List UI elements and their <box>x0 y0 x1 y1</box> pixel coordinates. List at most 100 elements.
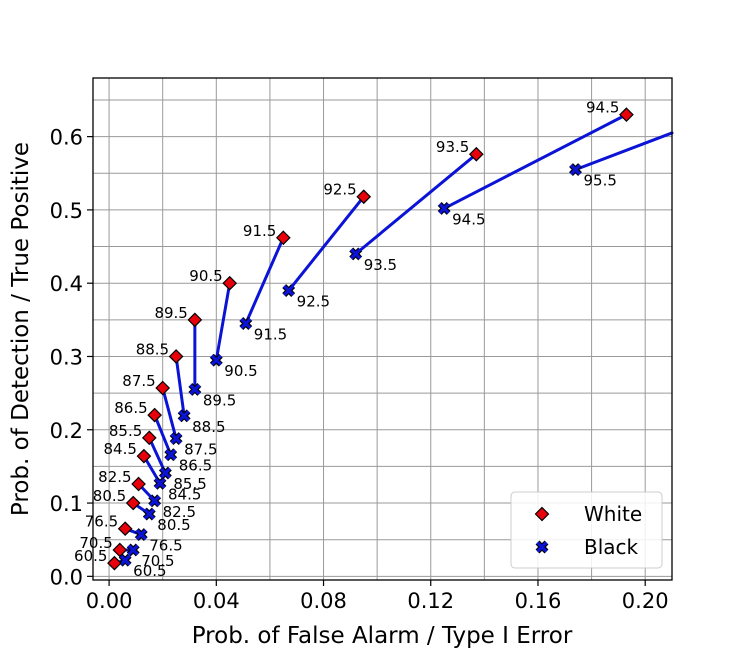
legend: White Black <box>510 491 663 569</box>
connector-line-92.5 <box>287 195 366 293</box>
connector-line-93.5 <box>354 152 478 256</box>
black-point-label-89.5: 89.5 <box>203 391 236 409</box>
black-point-label-91.5: 91.5 <box>254 326 287 344</box>
black-marker-80.5 <box>142 507 156 521</box>
white-marker-94.5 <box>619 107 634 122</box>
legend-label-black: Black <box>584 535 639 559</box>
legend-marker-black <box>535 540 549 554</box>
white-marker-60.5 <box>107 555 122 571</box>
white-marker-90.5 <box>222 275 238 291</box>
black-marker-91.5 <box>239 317 253 330</box>
y-tick-label-0: 0.0 <box>50 565 83 589</box>
black-point-label-95.5: 95.5 <box>584 172 617 190</box>
black-point-label-76.5: 76.5 <box>149 537 182 555</box>
y-tick-label-3: 0.3 <box>50 345 83 369</box>
black-point-label-70.5: 70.5 <box>141 552 174 570</box>
white-marker-93.5 <box>468 146 484 162</box>
white-point-label-92.5: 92.5 <box>323 181 356 199</box>
white-marker-85.5 <box>141 430 157 446</box>
white-marker-91.5 <box>275 230 291 246</box>
white-point-label-70.5: 70.5 <box>79 534 112 552</box>
black-marker-86.5 <box>164 448 178 462</box>
white-point-label-94.5: 94.5 <box>586 99 619 117</box>
data-markers <box>107 107 634 571</box>
y-axis-label: Prob. of Detection / True Positive <box>8 142 34 516</box>
x-axis-label: Prob. of False Alarm / Type I Error <box>192 623 573 649</box>
white-marker-76.5 <box>117 521 133 537</box>
y-tick-label-1: 0.1 <box>50 492 83 516</box>
grid <box>93 78 672 580</box>
white-point-label-90.5: 90.5 <box>189 267 222 285</box>
black-point-label-86.5: 86.5 <box>179 457 212 475</box>
white-marker-84.5 <box>136 448 152 464</box>
white-point-label-76.5: 76.5 <box>85 513 118 531</box>
x-tick-label-1: 0.04 <box>193 589 240 613</box>
x-tick-label-4: 0.16 <box>515 589 562 613</box>
legend-marker-white <box>534 506 550 522</box>
connector-line-90.5 <box>214 281 232 362</box>
x-tick-label-5: 0.20 <box>622 589 669 613</box>
black-point-label-94.5: 94.5 <box>452 210 485 228</box>
connector-line-extension <box>574 131 674 172</box>
white-point-label-86.5: 86.5 <box>114 399 147 417</box>
black-marker-60.5 <box>118 553 132 567</box>
white-point-label-89.5: 89.5 <box>154 304 187 322</box>
black-marker-90.5 <box>209 353 223 367</box>
white-point-label-84.5: 84.5 <box>104 440 137 458</box>
x-tick-label-0: 0.00 <box>86 589 133 613</box>
connector-line-88.5 <box>174 354 186 418</box>
legend-box <box>510 491 663 569</box>
black-marker-82.5 <box>148 494 162 508</box>
black-marker-76.5 <box>134 528 148 542</box>
y-tick-label-2: 0.2 <box>50 419 83 443</box>
plot-frame <box>92 77 673 581</box>
y-tick-label-4: 0.4 <box>50 272 83 296</box>
white-point-label-82.5: 82.5 <box>98 468 131 486</box>
connector-line-94.5 <box>442 113 628 210</box>
connector-line-86.5 <box>153 413 173 457</box>
black-point-label-90.5: 90.5 <box>224 362 257 380</box>
black-point-label-60.5: 60.5 <box>133 562 166 580</box>
white-marker-80.5 <box>125 495 141 511</box>
black-marker-88.5 <box>177 409 191 423</box>
black-marker-87.5 <box>169 432 183 446</box>
black-point-label-84.5: 84.5 <box>168 485 201 503</box>
black-point-label-92.5: 92.5 <box>297 293 330 311</box>
legend-label-white: White <box>584 502 642 526</box>
black-marker-70.5 <box>126 543 140 557</box>
white-point-label-93.5: 93.5 <box>436 138 469 156</box>
black-marker-85.5 <box>158 466 172 480</box>
white-marker-92.5 <box>356 189 372 205</box>
white-point-label-85.5: 85.5 <box>109 422 142 440</box>
black-point-label-93.5: 93.5 <box>364 256 397 274</box>
white-marker-82.5 <box>131 476 146 492</box>
black-marker-94.5 <box>437 202 451 215</box>
black-point-label-80.5: 80.5 <box>157 516 190 534</box>
y-tick-label-6: 0.6 <box>50 126 83 150</box>
white-marker-88.5 <box>168 349 184 364</box>
white-marker-70.5 <box>112 542 128 558</box>
axis-ticks: 0.00 0.04 0.08 0.12 0.16 0.20 0.0 0.1 0.2 0.3 0.4 0… <box>50 126 669 613</box>
black-marker-95.5 <box>569 163 582 177</box>
white-point-label-91.5: 91.5 <box>243 222 276 240</box>
point-labels: 60.570.576.580.582.584.585.586.587.588.5… <box>74 99 619 581</box>
white-marker-87.5 <box>155 380 171 396</box>
x-tick-label-2: 0.08 <box>300 589 347 613</box>
y-tick-label-5: 0.5 <box>50 199 83 223</box>
x-tick-label-3: 0.12 <box>407 589 454 613</box>
white-marker-86.5 <box>147 407 163 423</box>
black-marker-93.5 <box>349 247 363 261</box>
white-marker-89.5 <box>187 312 203 328</box>
black-point-label-85.5: 85.5 <box>173 475 206 493</box>
black-point-label-88.5: 88.5 <box>192 418 225 436</box>
black-marker-92.5 <box>282 284 296 297</box>
white-point-label-60.5: 60.5 <box>74 547 107 565</box>
connector-line-87.5 <box>161 386 178 441</box>
white-point-label-87.5: 87.5 <box>122 372 155 390</box>
black-point-label-82.5: 82.5 <box>163 503 196 521</box>
black-point-label-87.5: 87.5 <box>184 441 217 459</box>
connector-line-91.5 <box>244 236 285 326</box>
white-point-label-88.5: 88.5 <box>136 340 169 358</box>
black-marker-89.5 <box>188 383 202 396</box>
